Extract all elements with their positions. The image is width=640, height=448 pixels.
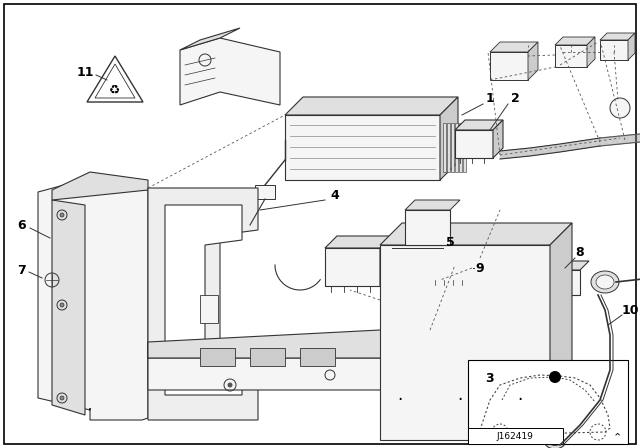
Text: 4: 4: [331, 189, 339, 202]
Text: 6: 6: [18, 219, 26, 232]
Bar: [447, 123, 450, 172]
Bar: [459, 123, 462, 172]
Text: .: .: [517, 386, 523, 404]
Bar: [463, 123, 466, 172]
Polygon shape: [600, 33, 635, 40]
Polygon shape: [180, 38, 280, 105]
Circle shape: [610, 98, 630, 118]
Bar: [455, 130, 493, 158]
Text: 8: 8: [576, 246, 584, 258]
Polygon shape: [545, 261, 589, 270]
Ellipse shape: [552, 438, 558, 443]
Text: .: .: [458, 386, 463, 404]
Text: J162419: J162419: [497, 431, 533, 440]
Bar: [380, 245, 550, 440]
Ellipse shape: [596, 275, 614, 289]
Bar: [430, 258, 472, 280]
Text: ⌃: ⌃: [612, 432, 621, 442]
Ellipse shape: [591, 271, 619, 293]
Bar: [468, 360, 628, 444]
Bar: [255, 185, 275, 199]
Bar: [600, 40, 628, 60]
Polygon shape: [528, 42, 538, 80]
Polygon shape: [148, 320, 430, 358]
Polygon shape: [325, 236, 392, 248]
Bar: [300, 348, 335, 366]
Bar: [325, 248, 380, 286]
Polygon shape: [490, 42, 538, 52]
Bar: [490, 52, 528, 80]
Bar: [285, 115, 440, 180]
Text: 9: 9: [476, 262, 484, 275]
Text: 5: 5: [445, 236, 454, 249]
Circle shape: [60, 213, 64, 217]
Circle shape: [60, 396, 64, 400]
Polygon shape: [52, 200, 85, 415]
Polygon shape: [380, 223, 572, 245]
Text: ♻: ♻: [109, 83, 120, 96]
Bar: [443, 123, 446, 172]
Bar: [451, 123, 454, 172]
Polygon shape: [165, 205, 242, 395]
Bar: [545, 270, 580, 295]
Bar: [555, 45, 587, 67]
Polygon shape: [550, 223, 572, 440]
Text: 1: 1: [486, 91, 494, 104]
Ellipse shape: [544, 431, 566, 448]
Bar: [250, 348, 285, 366]
Bar: [455, 123, 458, 172]
Polygon shape: [493, 120, 503, 158]
Circle shape: [227, 383, 232, 388]
Bar: [200, 348, 235, 366]
Polygon shape: [380, 236, 392, 286]
Polygon shape: [180, 28, 240, 50]
Bar: [468, 428, 563, 444]
Text: 3: 3: [486, 371, 494, 384]
Polygon shape: [455, 120, 503, 130]
Text: .: .: [397, 386, 403, 404]
Polygon shape: [148, 188, 258, 420]
Circle shape: [60, 303, 64, 307]
Polygon shape: [555, 37, 595, 45]
Circle shape: [549, 371, 561, 383]
Polygon shape: [405, 200, 460, 210]
Polygon shape: [52, 172, 148, 200]
Polygon shape: [38, 178, 148, 420]
Polygon shape: [148, 342, 430, 390]
Polygon shape: [628, 33, 635, 60]
Bar: [405, 210, 450, 245]
Ellipse shape: [548, 435, 562, 445]
Text: 2: 2: [511, 91, 520, 104]
Text: 7: 7: [18, 263, 26, 276]
Bar: [200, 295, 218, 323]
Text: 10: 10: [621, 303, 639, 316]
Text: 11: 11: [76, 65, 93, 78]
Polygon shape: [587, 37, 595, 67]
Polygon shape: [440, 97, 458, 180]
Polygon shape: [285, 97, 458, 115]
Polygon shape: [430, 250, 480, 258]
